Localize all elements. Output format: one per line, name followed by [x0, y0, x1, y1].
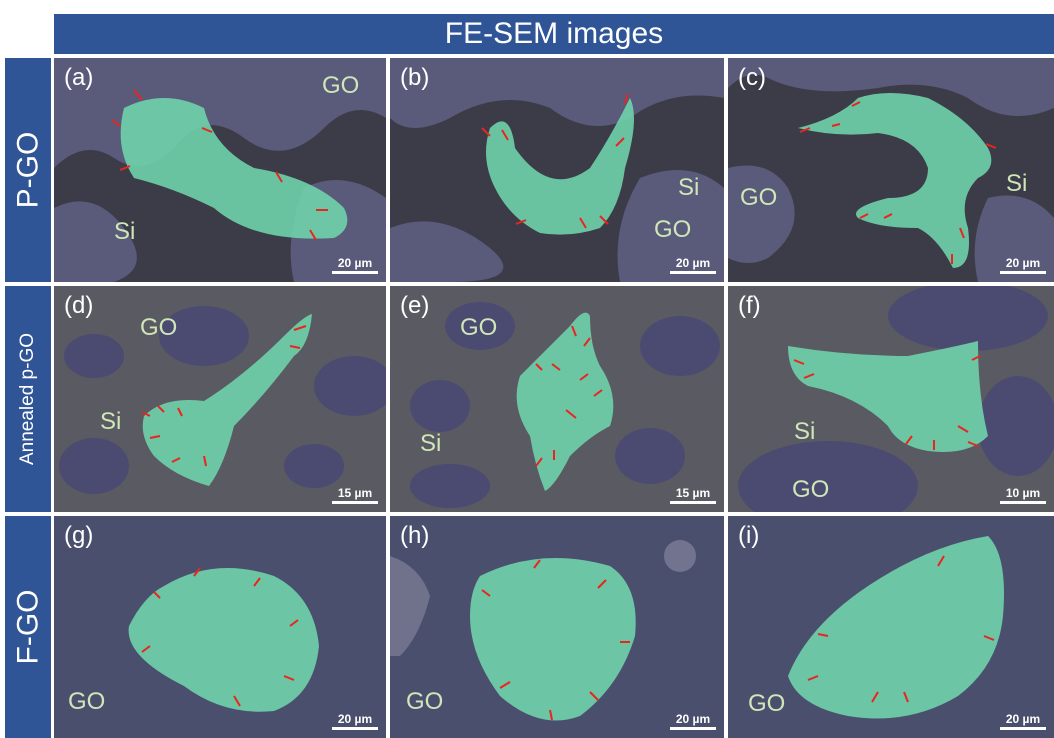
sem-panel-g: (g) GO 20 µm	[54, 516, 386, 738]
material-label-go: GO	[654, 216, 692, 243]
sem-image-d	[54, 286, 386, 512]
material-label-go: GO	[68, 688, 106, 715]
sem-image-a	[54, 58, 386, 282]
sem-panel-a: (a) GO Si 20 µm	[54, 58, 386, 282]
sem-image-b	[390, 58, 724, 282]
sem-panel-f: (f) Si GO 10 µm	[728, 286, 1054, 512]
panel-label: (h)	[400, 522, 430, 549]
material-label-go: GO	[322, 72, 360, 99]
sem-panel-i: (i) GO 20 µm	[728, 516, 1054, 738]
material-label-go: GO	[406, 688, 444, 715]
scale-bar: 20 µm	[670, 256, 716, 274]
material-label-go: GO	[740, 184, 778, 211]
panel-label: (d)	[64, 292, 94, 319]
scale-bar: 20 µm	[670, 712, 716, 730]
sem-image-g	[54, 516, 386, 738]
sem-panel-b: (b) Si GO 20 µm	[390, 58, 724, 282]
material-label-si: Si	[794, 418, 816, 445]
material-label-go: GO	[140, 314, 178, 341]
scale-bar: 15 µm	[332, 486, 378, 504]
row-label-f-go: F-GO	[5, 516, 51, 738]
material-label-go: GO	[460, 314, 498, 341]
sem-image-f	[728, 286, 1054, 512]
panel-label: (f)	[738, 292, 761, 319]
figure-header: FE-SEM images	[54, 14, 1054, 54]
material-label-si: Si	[1006, 170, 1028, 197]
sem-panel-h: (h) GO 20 µm	[390, 516, 724, 738]
sem-panel-c: (c) GO Si 20 µm	[728, 58, 1054, 282]
sem-panel-d: (d) GO Si 15 µm	[54, 286, 386, 512]
sem-image-i	[728, 516, 1054, 738]
scale-bar: 20 µm	[332, 256, 378, 274]
scale-bar: 10 µm	[1000, 486, 1046, 504]
panel-label: (g)	[64, 522, 94, 549]
panel-label: (i)	[738, 522, 760, 549]
sem-image-h	[390, 516, 724, 738]
panel-label: (a)	[64, 64, 94, 91]
scale-bar: 20 µm	[1000, 712, 1046, 730]
scale-bar: 20 µm	[332, 712, 378, 730]
material-label-go: GO	[792, 476, 830, 503]
panel-label: (b)	[400, 64, 430, 91]
sem-panel-e: (e) GO Si 15 µm	[390, 286, 724, 512]
scale-bar: 20 µm	[1000, 256, 1046, 274]
scale-bar: 15 µm	[670, 486, 716, 504]
panel-label: (c)	[738, 64, 766, 91]
row-label-annealed-p-go: Annealed p-GO	[5, 286, 51, 512]
row-label-p-go: P-GO	[5, 58, 51, 282]
material-label-si: Si	[114, 218, 136, 245]
material-label-si: Si	[678, 174, 700, 201]
material-label-si: Si	[100, 408, 122, 435]
panel-label: (e)	[400, 292, 430, 319]
sem-image-e	[390, 286, 724, 512]
material-label-si: Si	[420, 430, 442, 457]
material-label-go: GO	[748, 690, 786, 717]
sem-image-c	[728, 58, 1054, 282]
